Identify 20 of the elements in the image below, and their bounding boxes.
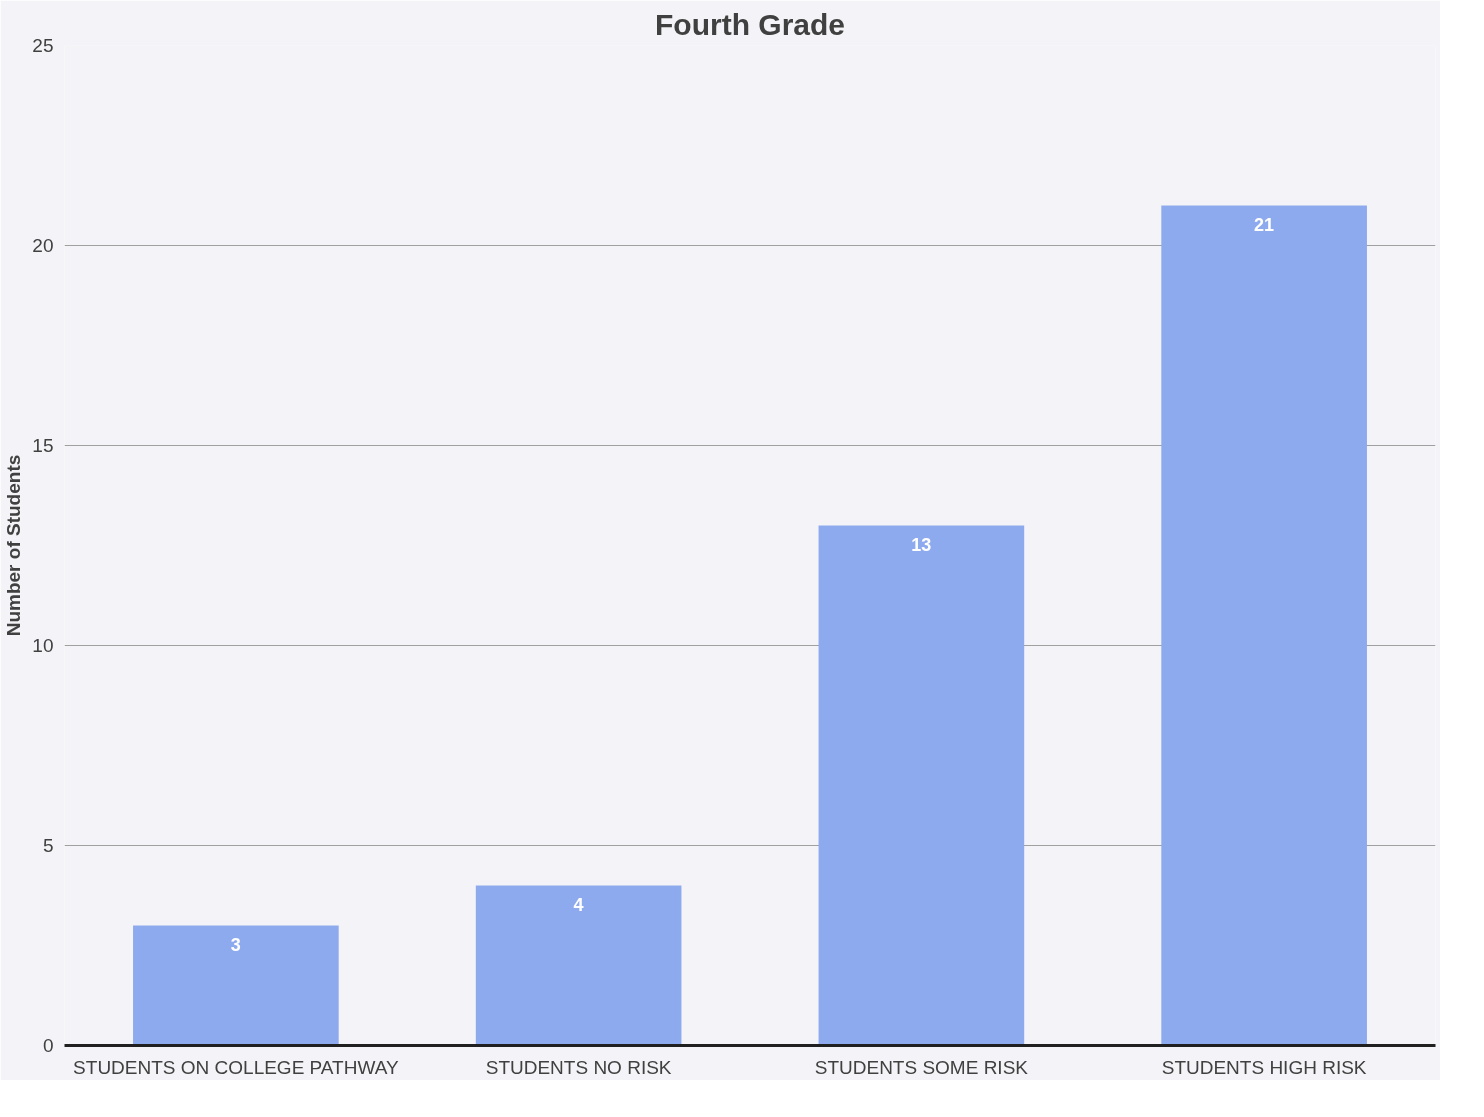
- bar: [818, 525, 1025, 1046]
- x-tick-label: STUDENTS ON COLLEGE PATHWAY: [73, 1056, 399, 1078]
- data-label: 4: [573, 894, 584, 915]
- bar: [133, 925, 339, 1046]
- y-tick-label: 5: [42, 835, 54, 856]
- y-tick-label: 20: [32, 235, 54, 256]
- y-axis-title: Number of Students: [3, 454, 25, 637]
- y-tick-label: 25: [32, 35, 54, 56]
- x-tick-label: STUDENTS SOME RISK: [814, 1056, 1029, 1078]
- data-label: 3: [230, 934, 241, 955]
- x-tick-label: STUDENTS NO RISK: [485, 1056, 672, 1078]
- y-tick-label: 10: [32, 635, 54, 656]
- bar: [475, 885, 682, 1046]
- bar: [1161, 205, 1367, 1046]
- chart-title: Fourth Grade: [655, 7, 846, 41]
- data-label: 21: [1254, 214, 1275, 235]
- data-label: 13: [911, 534, 932, 555]
- x-tick-label: STUDENTS HIGH RISK: [1161, 1056, 1367, 1078]
- y-tick-label: 0: [42, 1035, 54, 1056]
- y-tick-label: 15: [32, 435, 54, 456]
